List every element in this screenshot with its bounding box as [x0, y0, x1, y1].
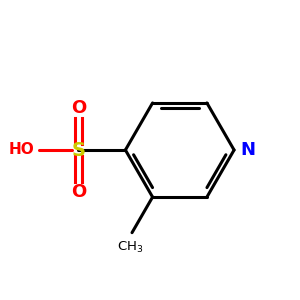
Text: N: N: [241, 141, 256, 159]
Text: CH$_3$: CH$_3$: [117, 240, 144, 255]
Text: O: O: [71, 99, 86, 117]
Text: S: S: [71, 140, 85, 160]
Text: O: O: [71, 183, 86, 201]
Text: HO: HO: [9, 142, 34, 158]
